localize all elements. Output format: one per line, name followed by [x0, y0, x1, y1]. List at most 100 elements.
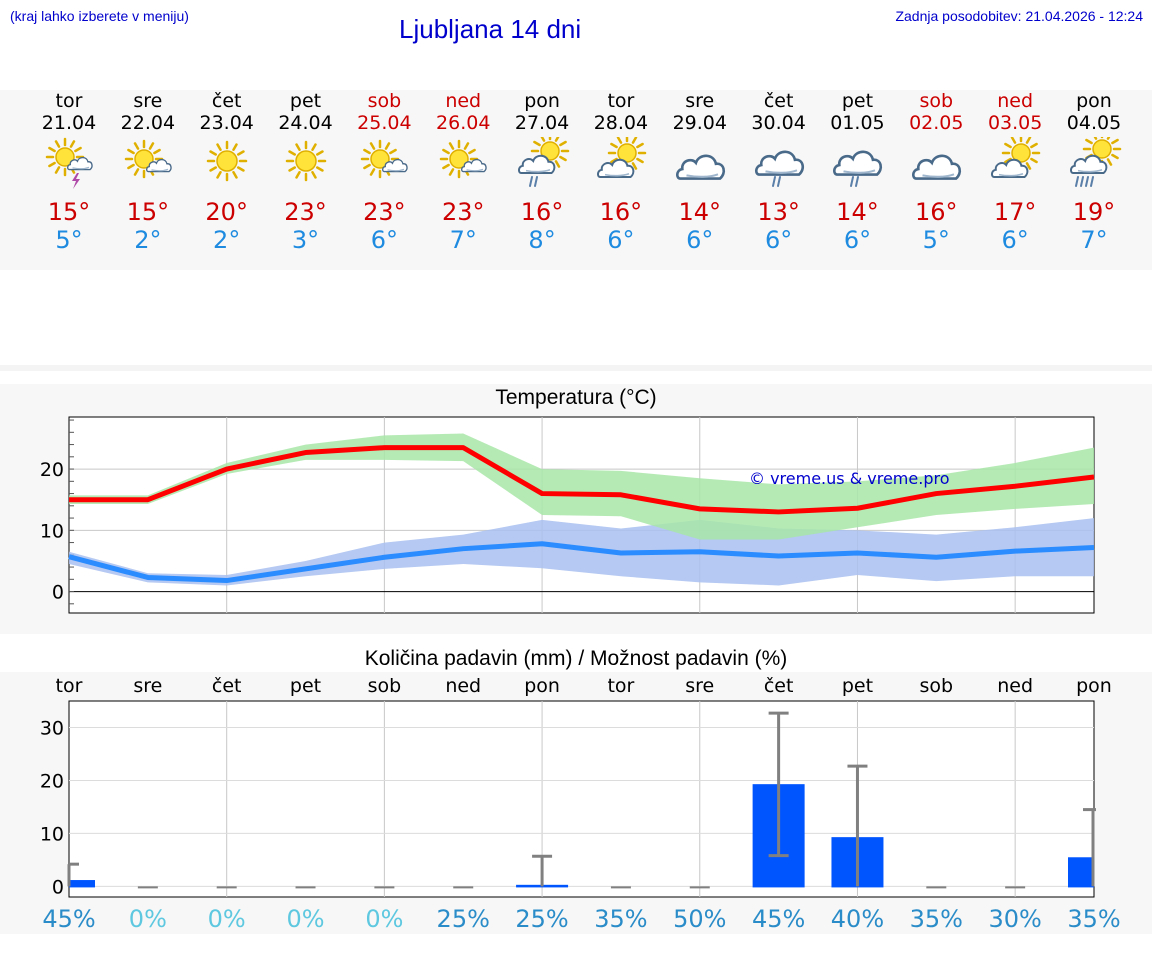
y-tick-label: 20 [40, 459, 64, 481]
day-name: pon [524, 90, 560, 112]
y-tick-label: 0 [52, 876, 64, 898]
location-hint[interactable]: (kraj lahko izberete v meniju) [10, 8, 189, 24]
sun-small-cloud-icon [361, 139, 409, 179]
day-name: sre [685, 90, 715, 112]
min-temperature-line [68, 541, 1095, 584]
watermark: © vreme.us & vreme.pro [749, 469, 950, 488]
temperature-chart-title: Temperatura (°C) [495, 386, 657, 409]
max-temperature: 14° [836, 198, 879, 226]
day-name: čet [211, 90, 242, 112]
day-label: tor [56, 675, 83, 697]
day-label: ned [445, 675, 481, 697]
daily-forecast-strip: tor 21.04 15° 5° sre 22.04 15° 2° čet 23.04 20° 2° p… [0, 90, 1152, 270]
sun-cloud-icon [596, 137, 647, 179]
min-temperature: 6° [764, 226, 793, 254]
day-name: pon [1076, 90, 1112, 112]
day-label: pet [842, 675, 873, 697]
precipitation-probability: 25% [515, 905, 568, 933]
precipitation-chart: 0 10 20 30 tor sre čet pet sob ned pon tor sre čet pet… [40, 675, 1121, 933]
max-temperature: 14° [678, 198, 722, 226]
day-name: pet [841, 90, 874, 112]
day-label: pet [290, 675, 321, 697]
y-tick-label: 0 [52, 582, 64, 604]
day-label: sre [133, 675, 162, 697]
day-name: ned [997, 90, 1034, 112]
day-date: 29.04 [672, 112, 727, 134]
day-label: pon [524, 675, 560, 697]
min-temperature: 6° [1001, 226, 1029, 254]
max-temperature: 23° [441, 198, 485, 226]
y-tick-label: 30 [40, 717, 64, 739]
max-temperature: 20° [205, 198, 248, 226]
min-temperature: 6° [370, 226, 399, 254]
day-name: sre [133, 90, 163, 112]
y-tick-label: 10 [40, 520, 64, 542]
day-name: tor [607, 90, 635, 112]
min-temperature-range [69, 518, 1094, 586]
max-temperature: 23° [363, 198, 406, 226]
min-temperature: 7° [449, 226, 477, 254]
max-temperature-range [69, 433, 1094, 540]
day-date: 04.05 [1066, 112, 1122, 134]
day-label: sob [368, 675, 402, 697]
precipitation-probability: 45% [42, 905, 95, 933]
day-date: 28.04 [593, 112, 649, 134]
precipitation-bar [1068, 857, 1094, 888]
sun-cloud-heavy-rain-icon [1070, 137, 1122, 187]
max-temperature-line [69, 445, 1095, 515]
cloud-rain-icon [833, 150, 883, 187]
max-temperature: 15° [47, 198, 91, 226]
day-label: sob [920, 675, 954, 697]
day-date: 26.04 [436, 112, 491, 134]
precipitation-probability: 40% [831, 905, 884, 933]
max-temperature: 16° [520, 198, 564, 226]
precipitation-probability: 45% [752, 905, 805, 933]
y-tick-label: 10 [40, 823, 64, 845]
precipitation-probability: 35% [910, 905, 963, 933]
day-label: čet [212, 675, 242, 697]
precipitation-probability: 50% [673, 905, 726, 933]
precipitation-bar [69, 880, 95, 888]
y-tick-label: 20 [40, 770, 64, 792]
sun-small-cloud-icon [124, 139, 172, 179]
max-temperature: 19° [1072, 198, 1116, 226]
day-name: pet [289, 90, 322, 112]
min-temperature: 2° [134, 226, 162, 254]
day-label: pon [1076, 675, 1112, 697]
day-date: 22.04 [120, 112, 176, 134]
min-temperature: 5° [55, 226, 83, 254]
page-title: Ljubljana 14 dni [399, 14, 582, 44]
sun-cloud-icon [991, 137, 1041, 179]
day-date: 23.04 [199, 112, 254, 134]
max-temperature: 16° [915, 198, 958, 226]
sun-cloud-thunder-icon [45, 137, 93, 189]
max-temperature: 13° [757, 198, 800, 226]
day-label: sre [685, 675, 714, 697]
day-date: 01.05 [830, 112, 885, 134]
day-date: 02.05 [909, 112, 964, 134]
precipitation-chart-title: Količina padavin (mm) / Možnost padavin … [364, 647, 788, 670]
min-temperature: 6° [607, 226, 635, 254]
cloud-rain-icon [754, 150, 804, 187]
min-temperature: 5° [922, 226, 950, 254]
min-temperature: 6° [843, 226, 872, 254]
last-updated: Zadnja posodobitev: 21.04.2026 - 12:24 [895, 8, 1143, 24]
day-date: 25.04 [357, 112, 412, 134]
day-date: 30.04 [751, 112, 806, 134]
day-name: sob [919, 90, 954, 112]
day-name: tor [55, 90, 83, 112]
precipitation-probability: 35% [594, 905, 647, 933]
min-temperature: 3° [291, 226, 320, 254]
sun-icon [285, 140, 326, 182]
temperature-chart: 0 10 20 © vreme.us & vreme.pro [40, 416, 1095, 614]
day-date: 27.04 [514, 112, 570, 134]
sun-small-cloud-icon [439, 139, 487, 179]
day-label: čet [764, 675, 794, 697]
precipitation-probability: 30% [988, 905, 1041, 933]
max-temperature: 15° [126, 198, 170, 226]
day-date: 03.05 [987, 112, 1043, 134]
max-temperature: 23° [284, 198, 327, 226]
day-name: sob [367, 90, 402, 112]
day-name: ned [445, 90, 482, 112]
cloud-icon [912, 154, 962, 180]
